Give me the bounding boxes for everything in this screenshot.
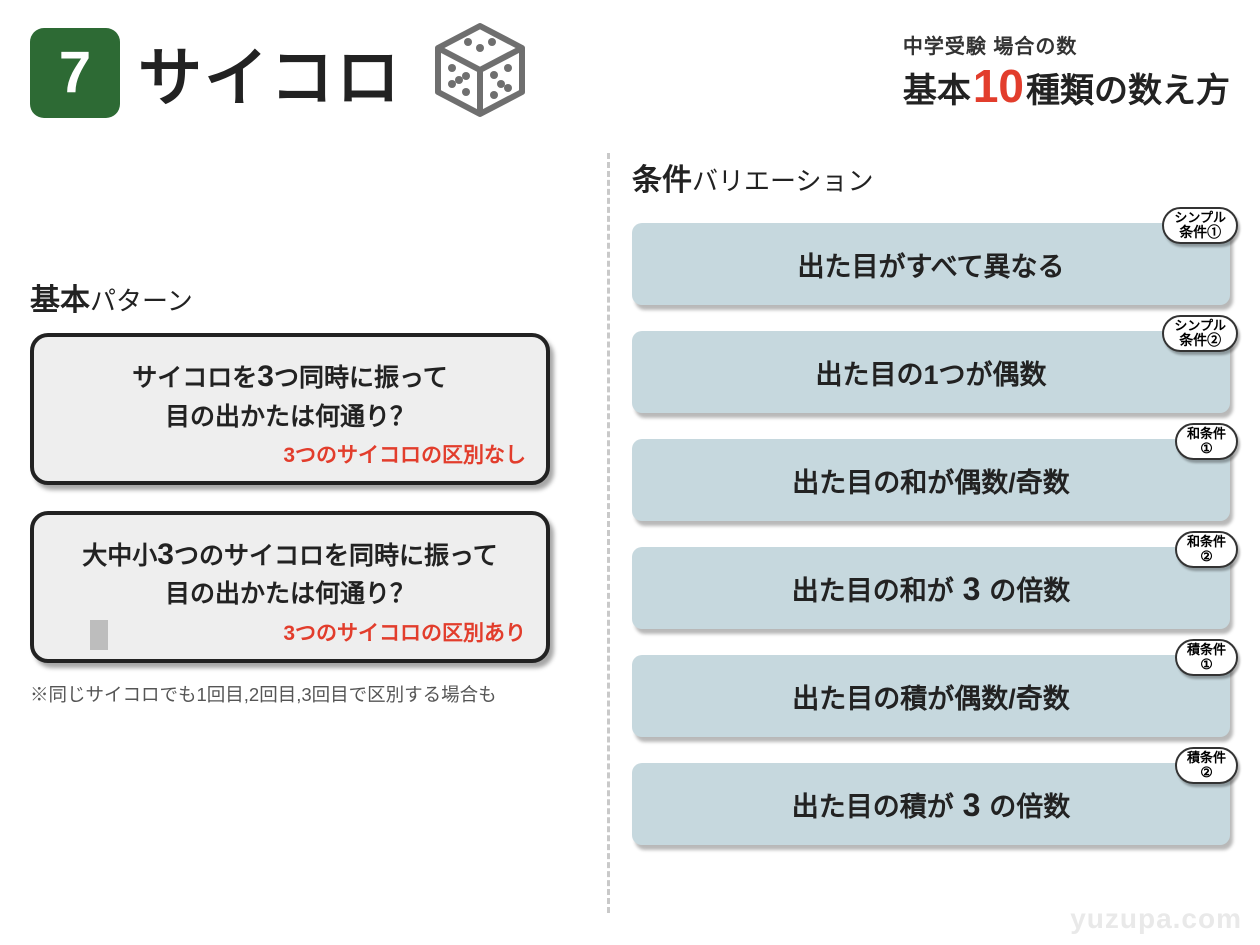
p1-big: 3	[257, 360, 274, 393]
page-title: サイコロ	[138, 27, 402, 119]
subtitle-post: 種類の数え方	[1026, 72, 1230, 110]
variation-tag: シンプル条件②	[1162, 315, 1238, 352]
left-heading-thin: パターン	[90, 286, 193, 316]
variation-text-post: の倍数	[989, 576, 1070, 606]
pattern-2-note: 3つのサイコロの区別あり	[54, 617, 526, 647]
tag-line2: 条件①	[1174, 225, 1226, 240]
p2-pre: 大中小	[82, 542, 157, 570]
p1-pre: サイコロを	[132, 364, 257, 392]
tag-line1: シンプル	[1174, 211, 1226, 225]
variation-tag: 和条件②	[1175, 531, 1238, 568]
chapter-badge: 7	[30, 28, 120, 118]
tag-line1: 和条件	[1187, 427, 1226, 441]
header-right: 中学受験 場合の数 基本10種類の数え方	[903, 20, 1230, 113]
variation-text-pre: 出た目の和が偶数/奇数	[792, 468, 1070, 498]
chapter-number: 7	[59, 39, 91, 106]
pattern-box-1: サイコロを3つ同時に振って 目の出かたは何通り？ 3つのサイコロの区別なし	[30, 333, 550, 485]
right-heading-bold: 条件	[632, 164, 692, 197]
header-left: 7 サイコロ	[30, 20, 530, 125]
tag-line2: ①	[1187, 441, 1226, 456]
p2-post: つのサイコロを同時に振って	[174, 542, 498, 570]
left-heading: 基本パターン	[30, 275, 585, 319]
subtitle-pre: 基本	[903, 72, 971, 110]
variation-tag: シンプル条件①	[1162, 207, 1238, 244]
variation-item: 出た目の積が 3 の倍数積条件②	[632, 763, 1230, 845]
variation-text-post: の倍数	[989, 792, 1070, 822]
left-footnote: ※同じサイコロでも1回目,2回目,3回目で区別する場合も	[30, 681, 585, 707]
right-column: 条件バリエーション 出た目がすべて異なるシンプル条件①出た目の1つが偶数シンプル…	[632, 135, 1230, 925]
variation-text: 出た目の和が偶数/奇数	[792, 461, 1070, 500]
variation-text: 出た目の積が偶数/奇数	[792, 677, 1070, 716]
tag-line2: ②	[1187, 549, 1226, 564]
variation-tag: 和条件①	[1175, 423, 1238, 460]
p2-big: 3	[157, 538, 174, 571]
tag-line1: 積条件	[1187, 643, 1226, 657]
watermark: yuzupa.com	[1070, 903, 1242, 935]
variation-text: 出た目の積が 3 の倍数	[792, 785, 1071, 824]
right-heading-thin: バリエーション	[692, 166, 873, 196]
variation-tag: 積条件①	[1175, 639, 1238, 676]
variation-item: 出た目の和が偶数/奇数和条件①	[632, 439, 1230, 521]
tag-line1: シンプル	[1174, 319, 1226, 333]
variation-tag: 積条件②	[1175, 747, 1238, 784]
variation-text-pre: 出た目の積が	[792, 792, 954, 822]
dice-icon	[430, 20, 530, 125]
left-heading-bold: 基本	[30, 284, 90, 317]
variation-text-pre: 出た目の1つが偶数	[815, 360, 1046, 390]
subtitle-small: 中学受験 場合の数	[903, 30, 1230, 59]
pattern-1-note: 3つのサイコロの区別なし	[54, 439, 526, 469]
pattern-box-2: 大中小3つのサイコロを同時に振って 目の出かたは何通り？ 3つのサイコロの区別あ…	[30, 511, 550, 663]
variation-text-pre: 出た目がすべて異なる	[797, 252, 1064, 282]
tag-line2: 条件②	[1174, 333, 1226, 348]
subtitle-num: 10	[971, 60, 1026, 112]
right-heading: 条件バリエーション	[632, 155, 1230, 199]
variation-text: 出た目の1つが偶数	[815, 353, 1046, 392]
header: 7 サイコロ 中学受験 場合の数 基本10種類の数え方	[0, 0, 1260, 135]
p1-post: つ同時に振って	[274, 364, 448, 392]
variation-text-pre: 出た目の和が	[792, 576, 954, 606]
connector-bar	[90, 620, 108, 650]
variation-text-big: 3	[954, 571, 990, 607]
tag-line1: 和条件	[1187, 535, 1226, 549]
variation-text-big: 3	[954, 787, 990, 823]
variation-text-pre: 出た目の積が偶数/奇数	[792, 684, 1070, 714]
variation-list: 出た目がすべて異なるシンプル条件①出た目の1つが偶数シンプル条件②出た目の和が偶…	[632, 223, 1230, 845]
p2-line2: 目の出かたは何通り？	[165, 580, 415, 608]
left-column: 基本パターン サイコロを3つ同時に振って 目の出かたは何通り？ 3つのサイコロの…	[30, 135, 585, 925]
tag-line1: 積条件	[1187, 751, 1226, 765]
variation-item: 出た目の1つが偶数シンプル条件②	[632, 331, 1230, 413]
p1-line2: 目の出かたは何通り？	[165, 403, 415, 431]
subtitle-big: 基本10種類の数え方	[903, 59, 1230, 113]
tag-line2: ②	[1187, 765, 1226, 780]
variation-item: 出た目の和が 3 の倍数和条件②	[632, 547, 1230, 629]
variation-item: 出た目がすべて異なるシンプル条件①	[632, 223, 1230, 305]
variation-text: 出た目がすべて異なる	[797, 245, 1064, 284]
vertical-divider	[607, 153, 610, 913]
variation-item: 出た目の積が偶数/奇数積条件①	[632, 655, 1230, 737]
content: 基本パターン サイコロを3つ同時に振って 目の出かたは何通り？ 3つのサイコロの…	[0, 135, 1260, 925]
pattern-2-question: 大中小3つのサイコロを同時に振って 目の出かたは何通り？	[54, 533, 526, 613]
tag-line2: ①	[1187, 657, 1226, 672]
pattern-1-question: サイコロを3つ同時に振って 目の出かたは何通り？	[54, 355, 526, 435]
variation-text: 出た目の和が 3 の倍数	[792, 569, 1071, 608]
